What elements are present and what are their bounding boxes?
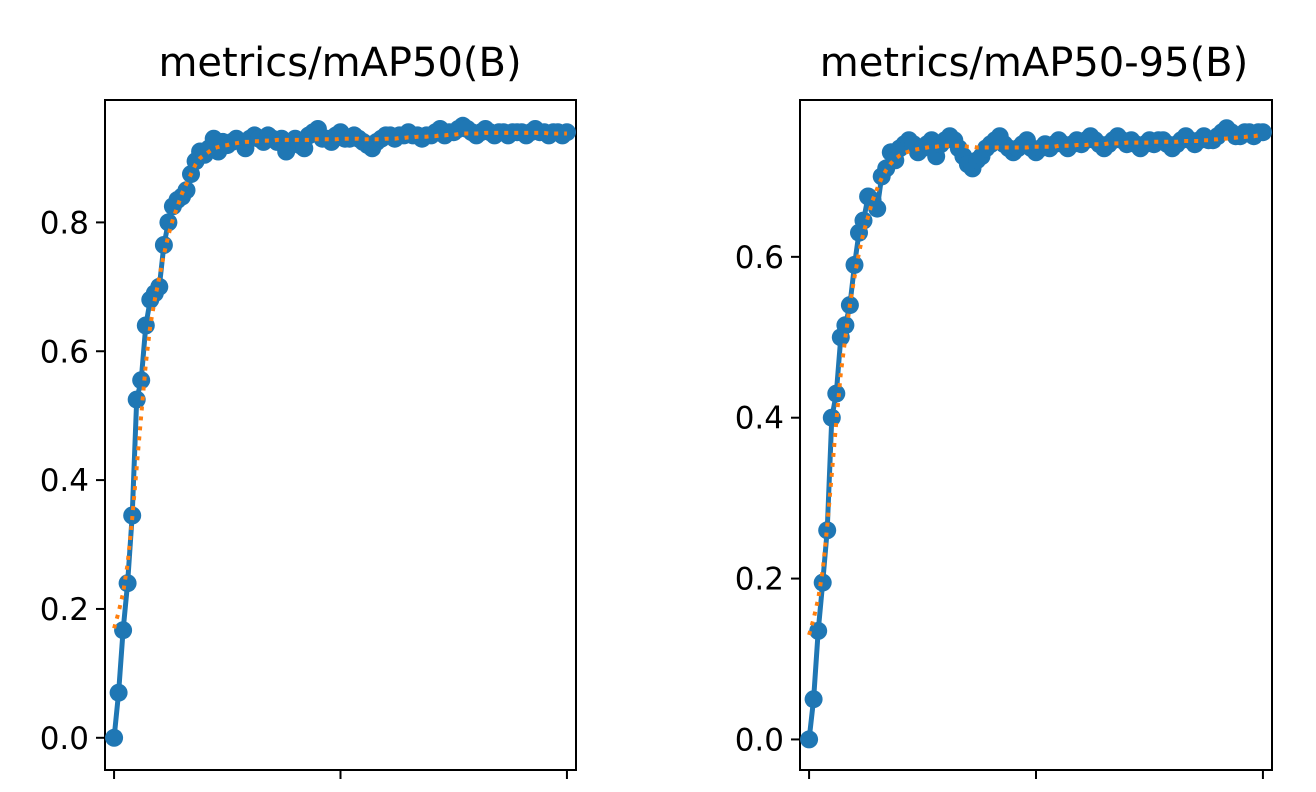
map50-results-point bbox=[159, 213, 178, 232]
map50-results-point bbox=[132, 371, 151, 390]
map50-95-results-point bbox=[845, 255, 864, 274]
map50-95-results-point bbox=[868, 199, 887, 218]
map50-95-y-tick-label: 0.6 bbox=[735, 240, 784, 276]
map50-95-axis-ticks: 0.0 0.2 0.4 0.6 bbox=[735, 240, 1264, 779]
map50-95-results-point bbox=[804, 690, 823, 709]
map50-95-results-point bbox=[1253, 123, 1272, 142]
map50-panel: metrics/mAP50(B) 0.0 0.2 0.4 0.6 0.8 bbox=[40, 40, 577, 779]
map50-results-point bbox=[114, 621, 133, 640]
map50-95-results-point bbox=[800, 730, 819, 749]
map50-95-smooth-line bbox=[807, 133, 1263, 636]
map50-95-results-point bbox=[809, 621, 828, 640]
map50-95-title: metrics/mAP50-95(B) bbox=[820, 40, 1248, 86]
map50-95-panel: metrics/mAP50-95(B) 0.0 0.2 0.4 0.6 bbox=[735, 40, 1273, 779]
map50-y-tick-label: 0.4 bbox=[40, 463, 89, 499]
map50-title: metrics/mAP50(B) bbox=[158, 40, 521, 86]
map50-results-point bbox=[105, 728, 124, 747]
map50-95-y-tick-label: 0.0 bbox=[735, 722, 784, 758]
map50-y-tick-label: 0.2 bbox=[40, 592, 89, 628]
map50-y-tick-label: 0.6 bbox=[40, 334, 89, 370]
map50-95-y-tick-label: 0.2 bbox=[735, 562, 784, 598]
map50-95-series-layer bbox=[800, 119, 1272, 749]
map50-y-tick-label: 0.0 bbox=[40, 721, 89, 757]
map50-y-tick-label: 0.8 bbox=[40, 205, 89, 241]
map50-95-results-point bbox=[827, 384, 846, 403]
map50-results-point bbox=[150, 277, 169, 296]
map50-axis-ticks: 0.0 0.2 0.4 0.6 0.8 bbox=[40, 205, 568, 779]
map50-95-results-point bbox=[818, 521, 837, 540]
map50-95-y-tick-label: 0.4 bbox=[735, 401, 784, 437]
map50-results-point bbox=[127, 390, 146, 409]
map50-series-layer bbox=[105, 116, 576, 747]
map50-results-point bbox=[109, 683, 128, 702]
map50-results-point bbox=[123, 506, 142, 525]
map50-results-point bbox=[118, 574, 137, 593]
